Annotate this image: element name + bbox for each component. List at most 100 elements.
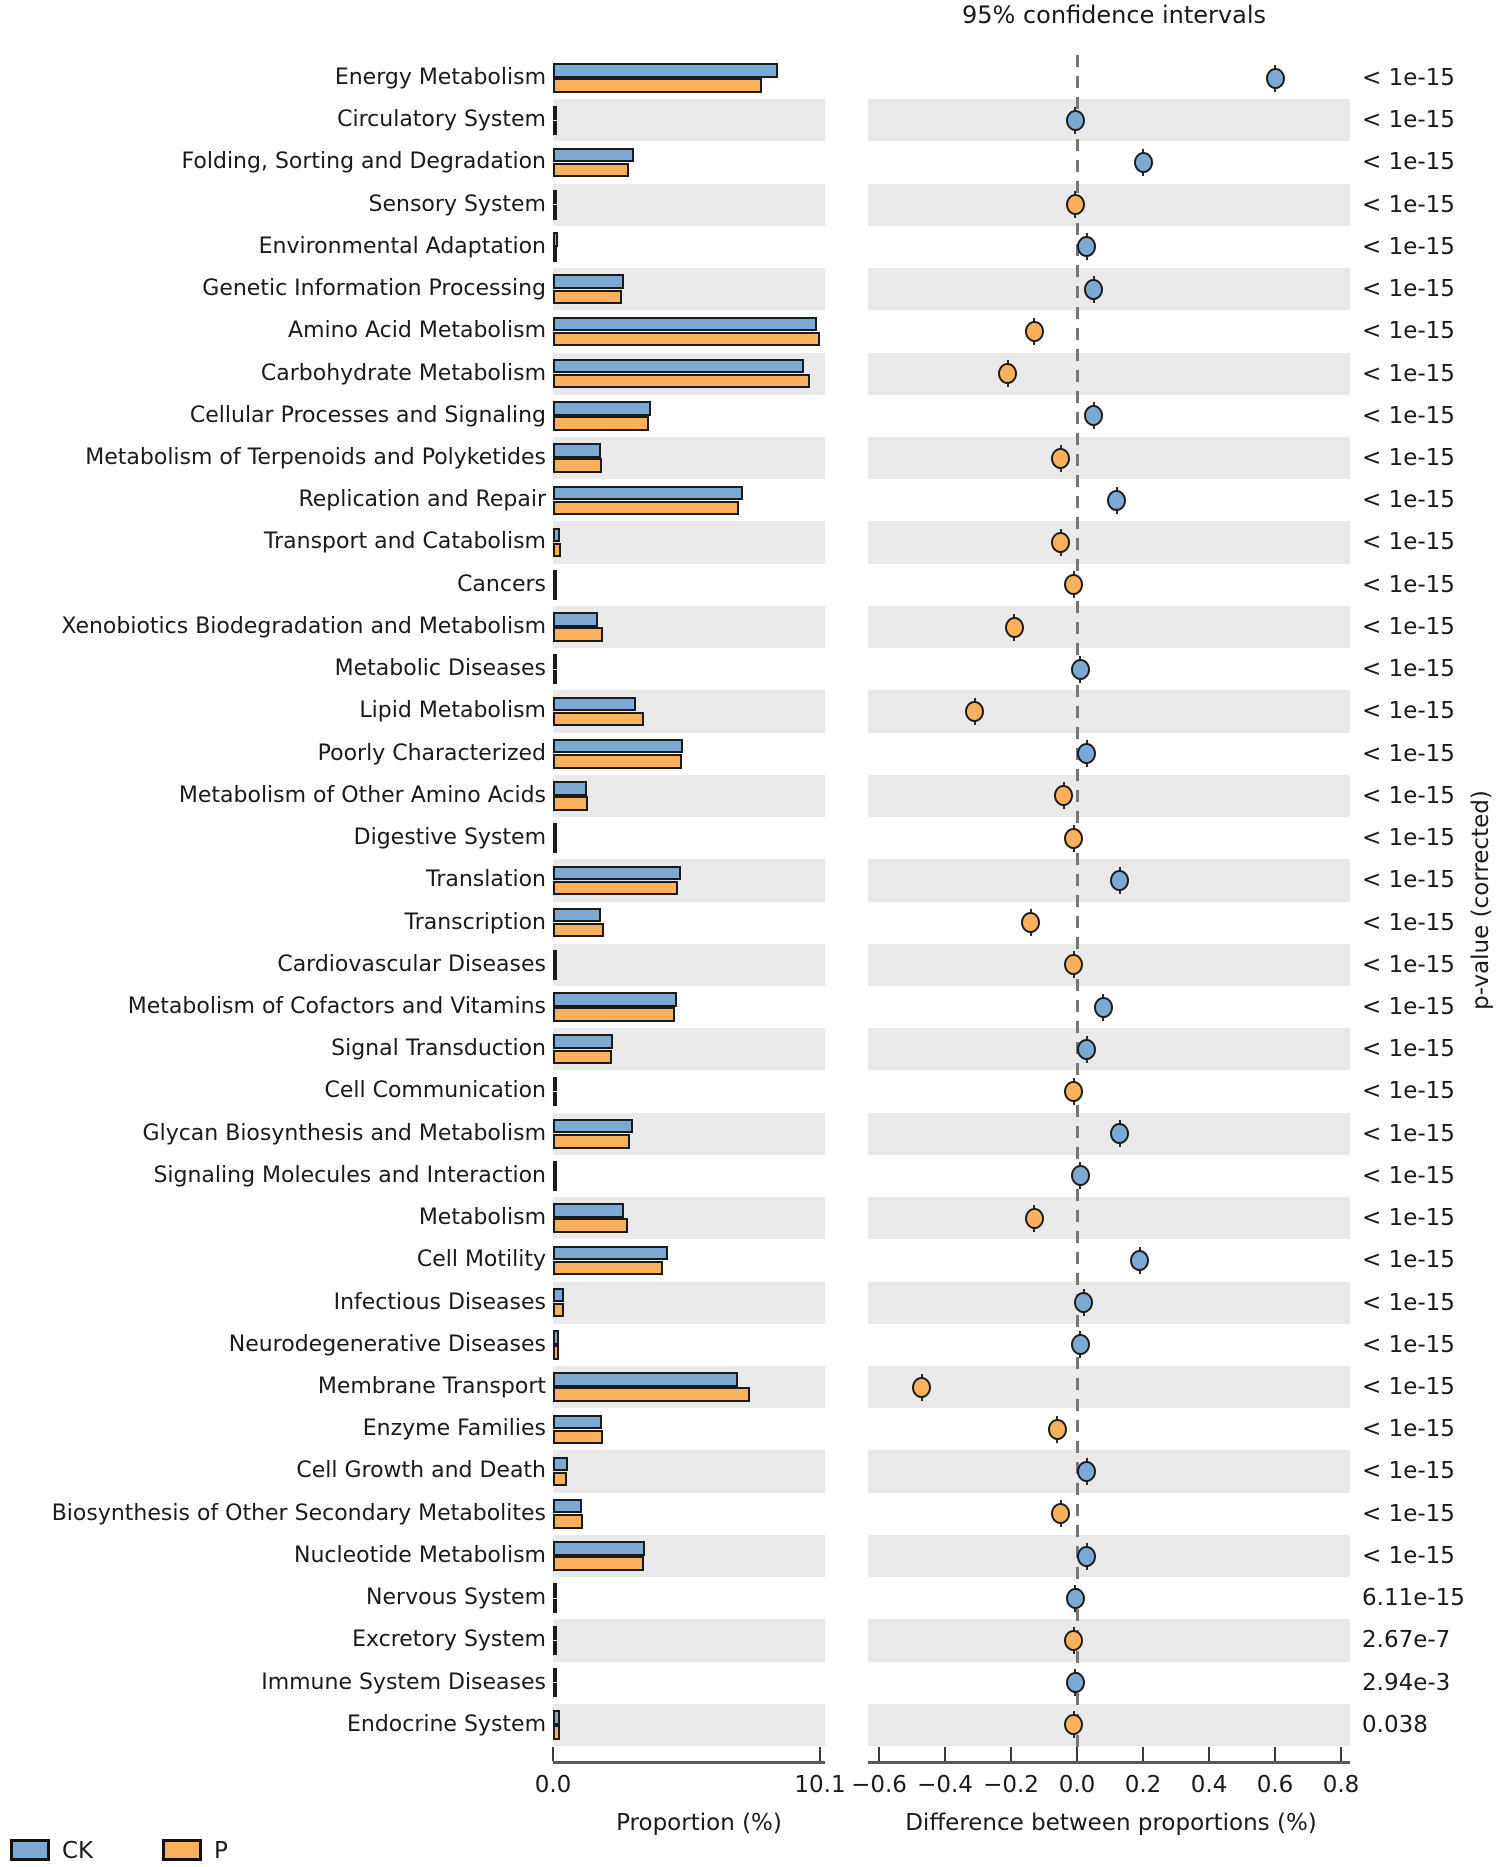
table-row: Cell Growth and Death < 1e-15 <box>0 1450 1500 1493</box>
row-label: Excretory System <box>352 1627 546 1653</box>
pvalue: < 1e-15 <box>1362 1331 1455 1358</box>
row-band-right <box>868 352 1350 395</box>
diff-dot <box>1084 405 1103 427</box>
row-band-left <box>553 99 825 142</box>
row-label: Transport and Catabolism <box>263 529 546 555</box>
row-label: Infectious Diseases <box>333 1289 546 1315</box>
legend-label-ck: CK <box>62 1838 94 1864</box>
row-label: Replication and Repair <box>298 487 546 513</box>
axis-tick <box>1340 1747 1342 1761</box>
axis-tick <box>819 1747 821 1761</box>
table-row: Transcription < 1e-15 <box>0 902 1500 944</box>
row-band-left <box>553 521 825 564</box>
pvalue: < 1e-15 <box>1362 867 1455 894</box>
row-band-right <box>868 437 1350 480</box>
row-label: Circulatory System <box>337 107 546 133</box>
pvalue: < 1e-15 <box>1362 65 1455 91</box>
table-row: Biosynthesis of Other Secondary Metaboli… <box>0 1493 1500 1535</box>
bar-p <box>553 458 603 473</box>
table-row: Genetic Information Processing < 1e-15 <box>0 268 1500 311</box>
table-row: Endocrine System 0.038 <box>0 1703 1500 1747</box>
pvalue: 0.038 <box>1362 1711 1428 1738</box>
row-band-left <box>553 183 825 226</box>
row-label: Genetic Information Processing <box>202 276 546 302</box>
bar-p <box>553 542 561 558</box>
row-band-right <box>868 1366 1350 1409</box>
bar-ck <box>553 1583 557 1598</box>
bar-ck <box>553 865 682 881</box>
table-row: Enzyme Families < 1e-15 <box>0 1408 1500 1450</box>
diff-dot <box>1004 616 1024 638</box>
row-band-right <box>868 605 1350 649</box>
axis-tick <box>1076 1739 1078 1761</box>
bar-p <box>553 1471 567 1487</box>
pvalue: < 1e-15 <box>1362 1078 1455 1105</box>
table-row: Signaling Molecules and Interaction < 1e… <box>0 1155 1500 1197</box>
diff-dot <box>1065 1672 1085 1694</box>
row-label: Immune System Diseases <box>261 1669 546 1695</box>
bar-ck <box>553 1118 634 1134</box>
bar-p <box>553 1345 559 1360</box>
table-row: Amino Acid Metabolism < 1e-15 <box>0 310 1500 352</box>
bar-p <box>553 1387 751 1402</box>
row-label: Digestive System <box>353 825 546 851</box>
pvalue: < 1e-15 <box>1362 360 1455 387</box>
row-label: Enzyme Families <box>362 1416 546 1442</box>
table-row: Translation < 1e-15 <box>0 859 1500 902</box>
pvalue: < 1e-15 <box>1362 1247 1455 1274</box>
bar-p <box>553 669 557 685</box>
diff-dot <box>1110 1123 1130 1145</box>
row-band-left <box>553 1703 825 1747</box>
row-band-left <box>553 943 825 986</box>
bar-p <box>553 120 557 136</box>
pvalue: < 1e-15 <box>1362 107 1455 134</box>
bar-ck <box>553 738 683 754</box>
pvalue: < 1e-15 <box>1362 698 1455 725</box>
diff-dot <box>1265 67 1285 89</box>
bar-ck <box>553 63 778 78</box>
table-row: Excretory System 2.67e-7 <box>0 1619 1500 1662</box>
row-label: Amino Acid Metabolism <box>288 318 546 344</box>
pvalue: < 1e-15 <box>1362 191 1455 218</box>
table-row: Metabolism of Other Amino Acids < 1e-15 <box>0 774 1500 818</box>
bar-p <box>553 796 589 811</box>
bar-p <box>553 289 623 305</box>
diff-dot <box>1093 996 1113 1018</box>
bar-p <box>553 1260 663 1276</box>
diff-dot <box>998 363 1018 385</box>
right-x-axis <box>868 1761 1350 1764</box>
pvalue: < 1e-15 <box>1362 951 1455 978</box>
pvalue: < 1e-15 <box>1362 487 1455 514</box>
table-row: Infectious Diseases < 1e-15 <box>0 1281 1500 1324</box>
tick-label: 10.1 <box>794 1772 846 1798</box>
row-label: Xenobiotics Biodegradation and Metabolis… <box>61 613 546 639</box>
table-row: Nervous System 6.11e-15 <box>0 1577 1500 1619</box>
left-x-axis <box>553 1761 825 1764</box>
bar-ck <box>553 1414 602 1430</box>
row-label: Signaling Molecules and Interaction <box>153 1162 546 1188</box>
pvalue: < 1e-15 <box>1362 782 1455 809</box>
bar-ck <box>553 1625 557 1641</box>
diff-dot <box>1077 1038 1097 1060</box>
row-label: Nervous System <box>366 1585 546 1611</box>
pvalue: < 1e-15 <box>1362 1036 1455 1063</box>
table-row: Environmental Adaptation < 1e-15 <box>0 226 1500 268</box>
tick-label: −0.2 <box>983 1772 1039 1798</box>
table-row: Folding, Sorting and Degradation < 1e-15 <box>0 141 1500 183</box>
bar-ck <box>553 1372 738 1387</box>
row-band-right <box>868 690 1350 733</box>
diff-dot <box>1074 1292 1094 1314</box>
row-label: Metabolism <box>418 1205 546 1231</box>
row-label: Cellular Processes and Signaling <box>189 402 546 428</box>
bar-ck <box>553 1710 560 1725</box>
pvalue: < 1e-15 <box>1362 1542 1455 1569</box>
row-band-right <box>868 1197 1350 1240</box>
bar-p <box>553 1640 557 1656</box>
bar-ck <box>553 232 559 247</box>
pvalue: < 1e-15 <box>1362 1416 1455 1443</box>
row-label: Carbohydrate Metabolism <box>260 360 546 386</box>
table-row: Immune System Diseases 2.94e-3 <box>0 1662 1500 1704</box>
table-row: Cancers < 1e-15 <box>0 564 1500 606</box>
right-axis-title: Difference between proportions (%) <box>905 1810 1317 1836</box>
pvalue: < 1e-15 <box>1362 402 1455 429</box>
